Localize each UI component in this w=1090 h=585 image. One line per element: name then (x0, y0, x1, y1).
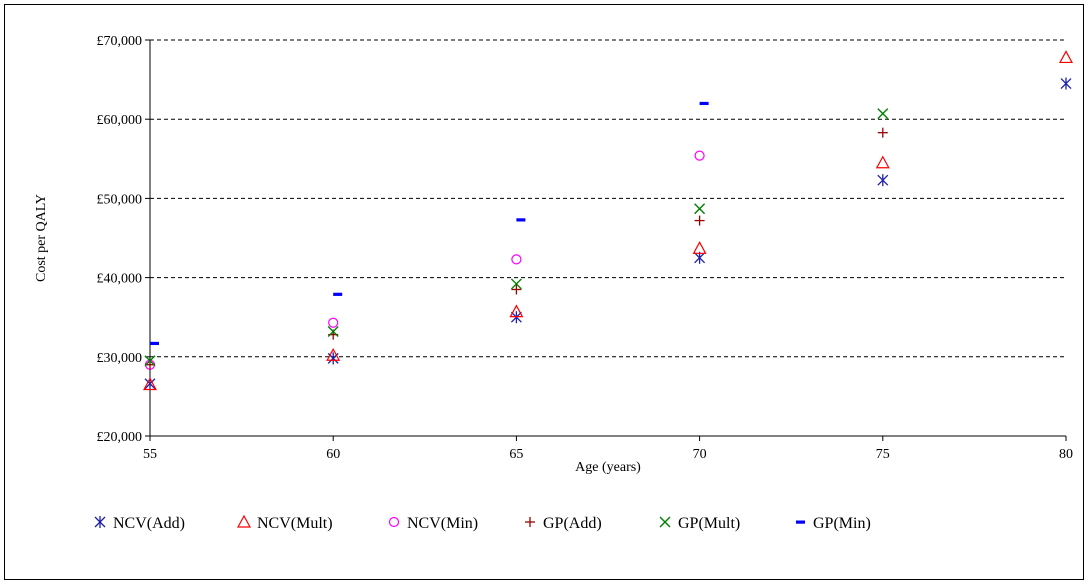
x-tick-label: 65 (509, 447, 523, 462)
axes (145, 39, 1067, 441)
legend-marker-gp-min (796, 520, 805, 524)
legend: NCV(Add) NCV(Mult) NCV(Min) GP(Add) GP(Mult)… (94, 514, 871, 532)
y-tick-label: £70,000 (97, 34, 143, 49)
legend-item-ncv-min: NCV(Min) (388, 515, 478, 532)
y-axis-title: Cost per QALY (34, 194, 49, 282)
point-ncv-add (1060, 77, 1072, 90)
point-ncv-min (328, 317, 339, 328)
legend-marker-ncv-add (94, 516, 106, 528)
point-gp-min (516, 218, 526, 222)
x-tick-label: 75 (876, 447, 890, 462)
point-gp-min (333, 292, 343, 296)
legend-item-gp-mult: GP(Mult) (659, 515, 740, 532)
legend-item-ncv-mult: NCV(Mult) (236, 514, 333, 532)
x-tick-label: 55 (143, 447, 157, 462)
point-ncv-min (694, 150, 705, 161)
point-gp-mult (694, 203, 706, 215)
tick-labels: £20,000 £30,000 £40,000 £50,000 £60,000 £70,0… (97, 34, 1074, 462)
legend-item-ncv-add: NCV(Add) (94, 515, 185, 532)
y-tick-label: £30,000 (97, 351, 143, 366)
point-ncv-mult (326, 347, 341, 361)
point-gp-mult (144, 355, 156, 367)
y-tick-label: £50,000 (97, 192, 143, 207)
point-gp-min (699, 101, 709, 106)
point-ncv-add (327, 352, 339, 365)
legend-label-gp-add: GP(Add) (543, 515, 602, 532)
point-ncv-mult (142, 377, 158, 391)
gridlines (150, 39, 1066, 358)
legend-label-ncv-mult: NCV(Mult) (257, 515, 333, 532)
point-gp-add (511, 284, 522, 295)
point-gp-add (877, 127, 888, 138)
data-points (142, 50, 1074, 391)
legend-marker-gp-add (525, 517, 535, 527)
point-ncv-add (877, 174, 889, 187)
legend-label-gp-min: GP(Min) (813, 515, 871, 532)
x-tick-label: 60 (326, 447, 340, 462)
y-tick-label: £40,000 (97, 272, 143, 287)
legend-marker-gp-mult (659, 516, 671, 528)
x-tick-label: 80 (1059, 447, 1073, 462)
y-tick-label: £20,000 (97, 430, 143, 445)
legend-marker-ncv-mult (236, 514, 252, 528)
x-tick-label: 70 (693, 447, 707, 462)
point-gp-mult (877, 108, 889, 120)
legend-item-gp-add: GP(Add) (525, 515, 602, 532)
point-ncv-mult (1058, 50, 1074, 64)
point-gp-min (150, 341, 159, 346)
legend-marker-ncv-min (388, 516, 400, 528)
point-ncv-mult (875, 155, 890, 169)
legend-label-gp-mult: GP(Mult) (678, 515, 740, 532)
point-ncv-mult (509, 304, 524, 318)
point-gp-mult (327, 325, 339, 337)
legend-label-ncv-add: NCV(Add) (113, 515, 185, 532)
chart-frame (4, 4, 1084, 580)
x-axis-title: Age (years) (575, 460, 641, 475)
point-gp-mult (510, 278, 522, 290)
point-gp-add (694, 215, 705, 226)
legend-label-ncv-min: NCV(Min) (407, 515, 478, 532)
legend-item-gp-min: GP(Min) (796, 515, 871, 532)
point-ncv-min (511, 254, 522, 265)
y-tick-label: £60,000 (97, 113, 143, 128)
point-ncv-mult (692, 241, 707, 254)
